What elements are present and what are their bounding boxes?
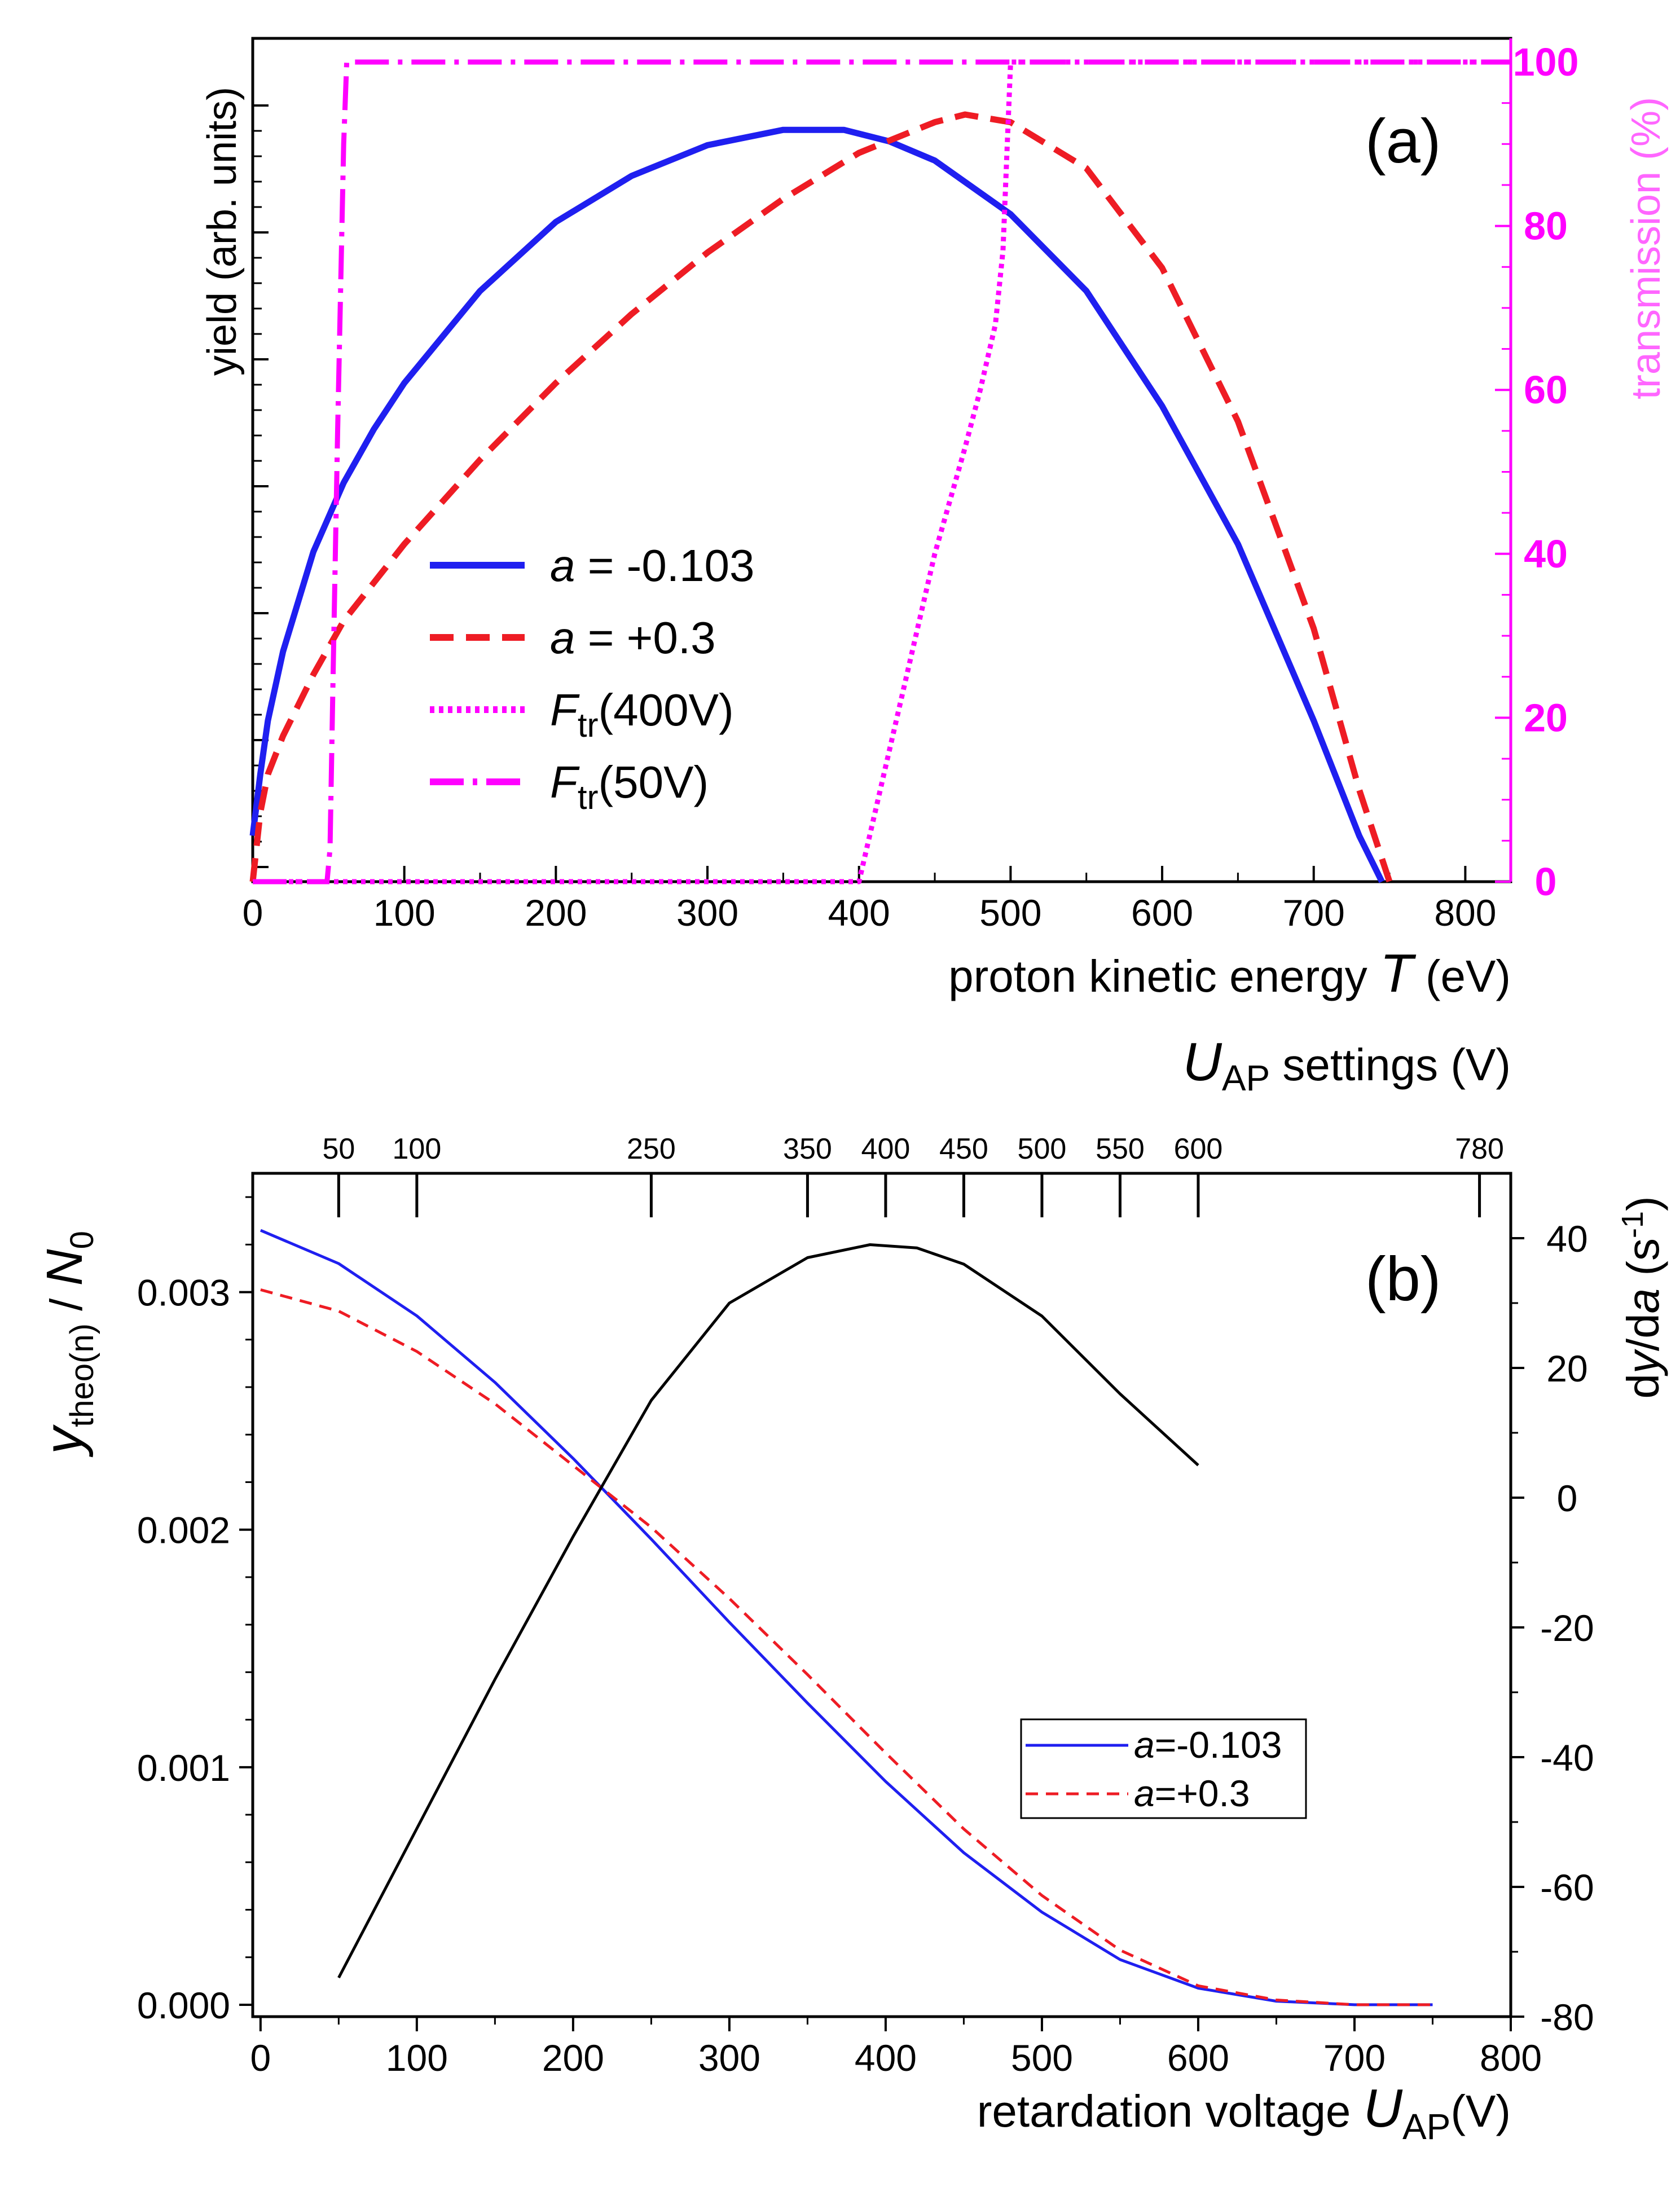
y-right-tick-label: 60 xyxy=(1524,368,1568,412)
legend-label: a = +0.3 xyxy=(550,613,716,663)
x-tick-label: 0 xyxy=(250,2037,271,2079)
panel-b-x-axis: 0 100 200 300 400 500 600 700 800 xyxy=(250,2017,1542,2079)
x-tick-label: 100 xyxy=(373,892,436,934)
panel-b-right-axis: -80 -60 -40 -20 0 20 40 xyxy=(1511,1218,1594,2038)
y-right-tick-label: 100 xyxy=(1513,40,1579,84)
x-tick-label: 600 xyxy=(1131,892,1193,934)
series-line-a-0-103 xyxy=(249,126,1385,883)
series-line-a-0-3 xyxy=(260,1288,1433,2006)
series-line-a-0-3 xyxy=(249,111,1393,883)
legend-label: a = -0.103 xyxy=(550,540,755,591)
panel-a-label: (a) xyxy=(1365,107,1441,176)
series-line-ftr-400v- xyxy=(253,59,1511,885)
x-tick-label: 300 xyxy=(698,2037,760,2079)
series-line-ftr-50v- xyxy=(253,59,1511,885)
panel-b: 50 100 250 350 400 450 500 550 600 780 0.0000.001… xyxy=(33,1032,1668,2147)
x-tick-label: 0 xyxy=(243,892,263,934)
panel-a-right-axis-ticks: 0 20 40 60 80 100 xyxy=(1495,40,1578,904)
panel-b-ylabel-left: ytheo(n) / N0 xyxy=(33,1231,100,1458)
x-tick-label: 800 xyxy=(1480,2037,1542,2079)
top-tick-label: 100 xyxy=(392,1133,441,1165)
panel-b-label: (b) xyxy=(1365,1244,1441,1314)
y-left-tick-label: 0.001 xyxy=(137,1747,230,1789)
series-line-dy-da xyxy=(337,1243,1199,1979)
panel-b-legend: a=-0.103 a=+0.3 xyxy=(1020,1718,1307,1819)
top-tick-label: 250 xyxy=(627,1133,676,1165)
x-tick-label: 200 xyxy=(542,2037,604,2079)
y-right-tick-label: -80 xyxy=(1540,1996,1594,2038)
top-tick-label: 550 xyxy=(1096,1133,1145,1165)
y-left-tick-label: 0.002 xyxy=(137,1510,230,1551)
panel-a-series xyxy=(249,59,1511,885)
x-tick-label: 500 xyxy=(1011,2037,1073,2079)
top-tick-label: 450 xyxy=(939,1133,988,1165)
y-right-tick-label: 40 xyxy=(1546,1218,1587,1260)
x-tick-label: 700 xyxy=(1283,892,1345,934)
y-right-tick-label: 80 xyxy=(1524,204,1568,248)
y-left-tick-label: 0.000 xyxy=(137,1984,230,2026)
x-tick-label: 600 xyxy=(1167,2037,1229,2079)
legend-label: Ftr(50V) xyxy=(550,757,709,816)
legend-label: a=-0.103 xyxy=(1134,1724,1282,1766)
y-right-tick-label: 20 xyxy=(1546,1348,1587,1389)
panel-a-xlabel: proton kinetic energy T (eV) xyxy=(948,943,1511,1004)
top-tick-label: 400 xyxy=(861,1133,911,1165)
panel-a: 0 100 200 300 400 500 600 700 800 0 20 40 60 80 100 (… xyxy=(200,37,1669,1004)
panel-a-frame xyxy=(251,37,1512,883)
panel-b-xlabel: retardation voltage UAP(V) xyxy=(977,2078,1511,2147)
series-line-a-0-103 xyxy=(260,1229,1433,2006)
x-tick-label: 300 xyxy=(676,892,738,934)
panel-b-left-axis: 0.000 0.001 0.002 0.003 xyxy=(137,1196,253,2026)
x-tick-label: 400 xyxy=(828,892,890,934)
y-right-tick-label: 0 xyxy=(1535,860,1557,904)
y-right-tick-label: 0 xyxy=(1557,1477,1578,1519)
y-right-tick-label: -20 xyxy=(1540,1607,1594,1649)
panel-b-series xyxy=(260,1229,1433,2006)
y-right-tick-label: -60 xyxy=(1540,1867,1594,1908)
x-tick-label: 700 xyxy=(1323,2037,1386,2079)
panel-a-ylabel-left: yield (arb. units) xyxy=(200,87,245,376)
panel-b-ylabel-right: dy/da (s-1) xyxy=(1616,1196,1668,1398)
panel-a-ylabel-right: transmission (%) xyxy=(1624,97,1669,399)
legend-box xyxy=(1020,1718,1307,1819)
y-right-tick-label: 40 xyxy=(1524,532,1568,576)
top-tick-label: 780 xyxy=(1455,1133,1504,1165)
panel-b-frame xyxy=(251,1172,1512,2018)
top-tick-label: 500 xyxy=(1018,1133,1067,1165)
panel-b-top-axis-label: UAP settings (V) xyxy=(1183,1032,1511,1098)
x-tick-label: 500 xyxy=(979,892,1041,934)
panel-a-x-axis: 0 100 200 300 400 500 600 700 800 xyxy=(243,866,1496,934)
y-left-tick-label: 0.003 xyxy=(137,1272,230,1314)
x-tick-label: 200 xyxy=(525,892,587,934)
top-tick-label: 350 xyxy=(783,1133,832,1165)
x-tick-label: 800 xyxy=(1434,892,1496,934)
top-tick-label: 50 xyxy=(322,1133,355,1165)
y-right-tick-label: 20 xyxy=(1524,696,1568,740)
panel-a-legend: a = -0.103 a = +0.3 Ftr(400V) Ftr(50V) xyxy=(430,540,755,816)
top-tick-label: 600 xyxy=(1174,1133,1223,1165)
x-tick-label: 400 xyxy=(855,2037,917,2079)
panel-a-left-ticks xyxy=(253,104,269,868)
y-right-tick-label: -40 xyxy=(1540,1737,1594,1779)
legend-label: Ftr(400V) xyxy=(550,685,734,744)
panel-b-top-axis: 50 100 250 350 400 450 500 550 600 780 xyxy=(322,1133,1504,1217)
x-tick-label: 100 xyxy=(386,2037,448,2079)
legend-label: a=+0.3 xyxy=(1134,1772,1250,1814)
